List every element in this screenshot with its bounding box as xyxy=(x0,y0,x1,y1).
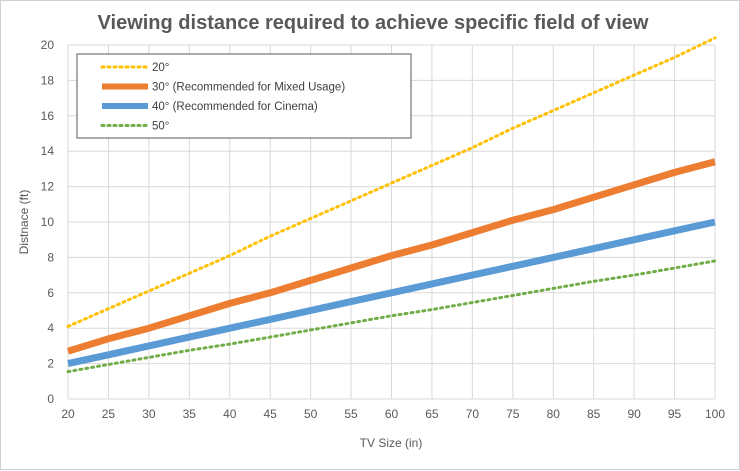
x-tick-label: 65 xyxy=(425,407,439,421)
x-tick-label: 100 xyxy=(705,407,725,421)
x-tick-label: 55 xyxy=(344,407,358,421)
y-tick-label: 8 xyxy=(47,250,54,264)
y-tick-label: 10 xyxy=(41,215,55,229)
legend-label: 20° xyxy=(152,62,169,74)
x-tick-label: 20 xyxy=(61,407,75,421)
x-tick-label: 70 xyxy=(466,407,480,421)
series-line-4 xyxy=(66,259,717,374)
series-line-2 xyxy=(66,158,716,355)
legend-label: 40° (Recommended for Cinema) xyxy=(152,101,318,113)
x-tick-label: 75 xyxy=(506,407,520,421)
y-tick-label: 4 xyxy=(47,321,54,335)
legend: 20° 30° (Recommended for Mixed Usage) 40° … xyxy=(76,53,412,139)
y-tick-label: 16 xyxy=(41,109,55,123)
axis-ticks: 20 25 30 35 40 45 50 55 60 65 70 75 80 85 90 95 100 0 2 4 6 8… xyxy=(41,38,726,421)
x-tick-label: 95 xyxy=(668,407,682,421)
x-tick-label: 30 xyxy=(142,407,156,421)
y-tick-label: 18 xyxy=(41,73,55,87)
x-tick-label: 60 xyxy=(385,407,399,421)
y-tick-label: 6 xyxy=(47,286,54,300)
x-tick-label: 80 xyxy=(547,407,561,421)
x-tick-label: 25 xyxy=(102,407,116,421)
series-group xyxy=(66,36,717,374)
y-axis-title: Distnace (ft) xyxy=(17,190,31,255)
x-tick-label: 90 xyxy=(627,407,641,421)
y-tick-label: 14 xyxy=(41,144,55,158)
series-line-1 xyxy=(66,36,717,328)
x-axis-title: TV Size (in) xyxy=(360,436,423,450)
y-tick-label: 0 xyxy=(47,392,54,406)
y-tick-label: 20 xyxy=(41,38,55,52)
y-tick-label: 12 xyxy=(41,180,55,194)
y-tick-label: 2 xyxy=(47,357,54,371)
x-tick-label: 35 xyxy=(183,407,197,421)
legend-label: 30° (Recommended for Mixed Usage) xyxy=(152,82,345,94)
x-tick-label: 85 xyxy=(587,407,601,421)
x-tick-label: 40 xyxy=(223,407,237,421)
series-line-3 xyxy=(67,218,716,368)
x-tick-label: 50 xyxy=(304,407,318,421)
legend-label: 50° xyxy=(152,121,169,133)
chart-title: Viewing distance required to achieve spe… xyxy=(98,12,649,34)
x-tick-label: 45 xyxy=(264,407,278,421)
